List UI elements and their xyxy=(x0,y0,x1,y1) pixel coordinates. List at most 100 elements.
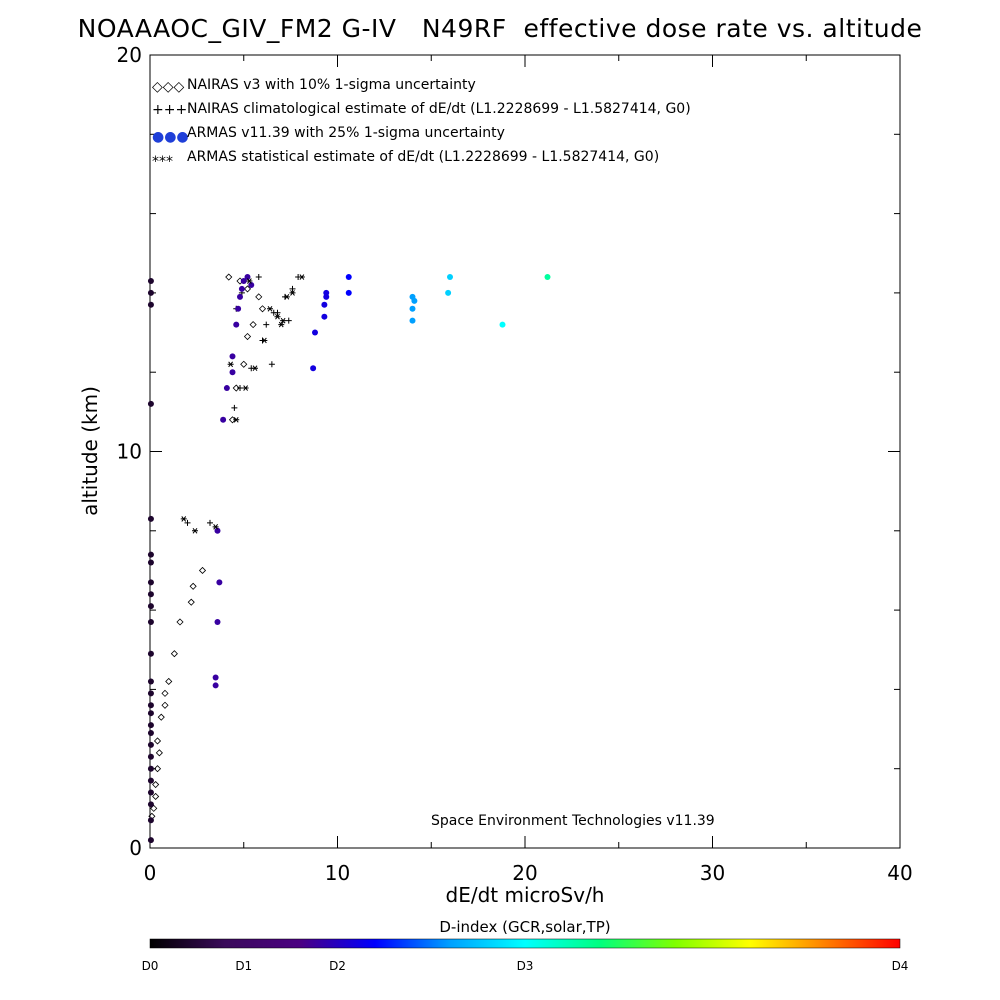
colorbar-title: D-index (GCR,solar,TP) xyxy=(439,918,610,936)
armas-point xyxy=(321,301,328,308)
nairas-v3-point xyxy=(243,332,252,341)
armas-statistical-point xyxy=(267,305,273,312)
nairas-v3-point xyxy=(232,384,240,392)
legend-symbol: *** xyxy=(152,154,173,170)
armas-point xyxy=(229,369,236,376)
nairas-climatology-point xyxy=(289,285,296,292)
armas-point xyxy=(411,297,418,304)
nairas-v3-point xyxy=(249,321,257,329)
armas-point xyxy=(323,289,330,296)
legend: ◇◇◇ NAIRAS v3 with 10% 1-sigma uncertain… xyxy=(152,77,691,170)
armas-point xyxy=(220,416,227,423)
armas-point xyxy=(147,837,154,844)
armas-point xyxy=(212,674,219,681)
nairas-climatology-point xyxy=(207,519,213,526)
armas-statistical-point xyxy=(192,527,198,534)
armas-statistical-point xyxy=(233,416,240,423)
armas-point xyxy=(237,293,243,300)
nairas-climatology-point xyxy=(270,309,277,316)
armas-statistical-point xyxy=(246,278,253,284)
armas-point xyxy=(240,278,247,285)
armas-point xyxy=(409,317,416,324)
armas-point xyxy=(147,289,154,296)
credit-annotation: Space Environment Technologies v11.39 xyxy=(431,813,715,829)
armas-point xyxy=(147,603,154,610)
armas-point xyxy=(229,353,236,360)
legend-label: NAIRAS climatological estimate of dE/dt … xyxy=(187,101,691,117)
x-tick-label: 40 xyxy=(887,861,912,885)
armas-point xyxy=(321,313,328,320)
nairas-v3-point xyxy=(153,737,162,745)
armas-statistical-point xyxy=(278,321,285,328)
nairas-v3-point xyxy=(198,566,207,575)
legend-label: ARMAS statistical estimate of dE/dt (L1.… xyxy=(187,149,659,165)
colorbar-label: D1 xyxy=(235,959,252,973)
armas-point xyxy=(214,618,221,625)
armas-point xyxy=(147,515,154,522)
nairas-v3-point xyxy=(258,305,267,313)
nairas-v3-point xyxy=(240,360,248,368)
armas-point xyxy=(447,274,453,281)
armas-point xyxy=(147,753,154,760)
colorbar-label: D3 xyxy=(517,959,534,973)
armas-point xyxy=(147,551,154,558)
colorbar-label: D0 xyxy=(142,959,159,973)
colorbar xyxy=(149,938,901,949)
nairas-v3-point xyxy=(165,677,173,686)
armas-point xyxy=(147,730,154,737)
nairas-v3-point xyxy=(155,749,163,757)
nairas-v3-point xyxy=(176,618,184,626)
nairas-v3-point xyxy=(161,701,169,709)
nairas-v3-point xyxy=(225,273,233,281)
nairas-v3-point xyxy=(228,416,237,424)
colorbar-label: D4 xyxy=(892,959,909,973)
armas-point xyxy=(147,722,154,729)
nairas-v3-point xyxy=(152,780,160,789)
armas-point xyxy=(147,278,154,285)
armas-point xyxy=(312,329,318,336)
armas-statistical-point xyxy=(242,385,249,391)
nairas-v3-point xyxy=(161,689,169,697)
armas-point xyxy=(147,817,154,824)
armas-statistical-point xyxy=(212,524,219,530)
armas-statistical-point xyxy=(280,317,287,324)
colorbar-labels: D0 D1 D2 D3 D4 xyxy=(142,959,909,973)
legend-symbol: +++ xyxy=(152,102,187,118)
armas-statistical-point xyxy=(227,361,234,368)
x-axis-title: dE/dt microSv/h xyxy=(446,883,605,907)
armas-point xyxy=(244,274,251,281)
nairas-v3-point xyxy=(153,765,162,773)
armas-statistical-point xyxy=(289,290,296,296)
armas-point xyxy=(147,690,154,697)
nairas-climatology-point xyxy=(285,317,292,324)
nairas-v3-point xyxy=(243,285,252,293)
armas-point xyxy=(214,527,221,534)
legend-label: NAIRAS v3 with 10% 1-sigma uncertainty xyxy=(187,77,476,93)
armas-point xyxy=(544,274,551,281)
armas-statistical-point xyxy=(298,274,305,280)
x-tick-label: 10 xyxy=(325,861,350,885)
armas-point xyxy=(310,365,317,372)
nairas-climatology-point xyxy=(231,404,238,411)
legend-symbol: ◇◇◇ xyxy=(152,79,185,95)
armas-point xyxy=(212,682,219,689)
armas-statistical-point xyxy=(252,365,258,372)
armas-point xyxy=(147,579,154,586)
legend-label: ARMAS v11.39 with 25% 1-sigma uncertaint… xyxy=(187,125,505,141)
armas-point xyxy=(345,289,352,296)
armas-point xyxy=(345,274,352,281)
armas-point xyxy=(147,741,154,748)
x-tick-label: 0 xyxy=(144,861,157,885)
armas-point xyxy=(409,305,416,312)
armas-point xyxy=(147,710,154,717)
armas-statistical-point xyxy=(274,313,281,320)
armas-point xyxy=(233,321,240,328)
armas-point xyxy=(147,400,154,407)
nairas-climatology-point xyxy=(184,519,191,526)
nairas-v3-point xyxy=(152,792,160,801)
nairas-climatology-point xyxy=(263,321,270,328)
armas-point xyxy=(147,777,154,784)
armas-point xyxy=(223,385,230,392)
nairas-v3-point xyxy=(255,293,263,301)
